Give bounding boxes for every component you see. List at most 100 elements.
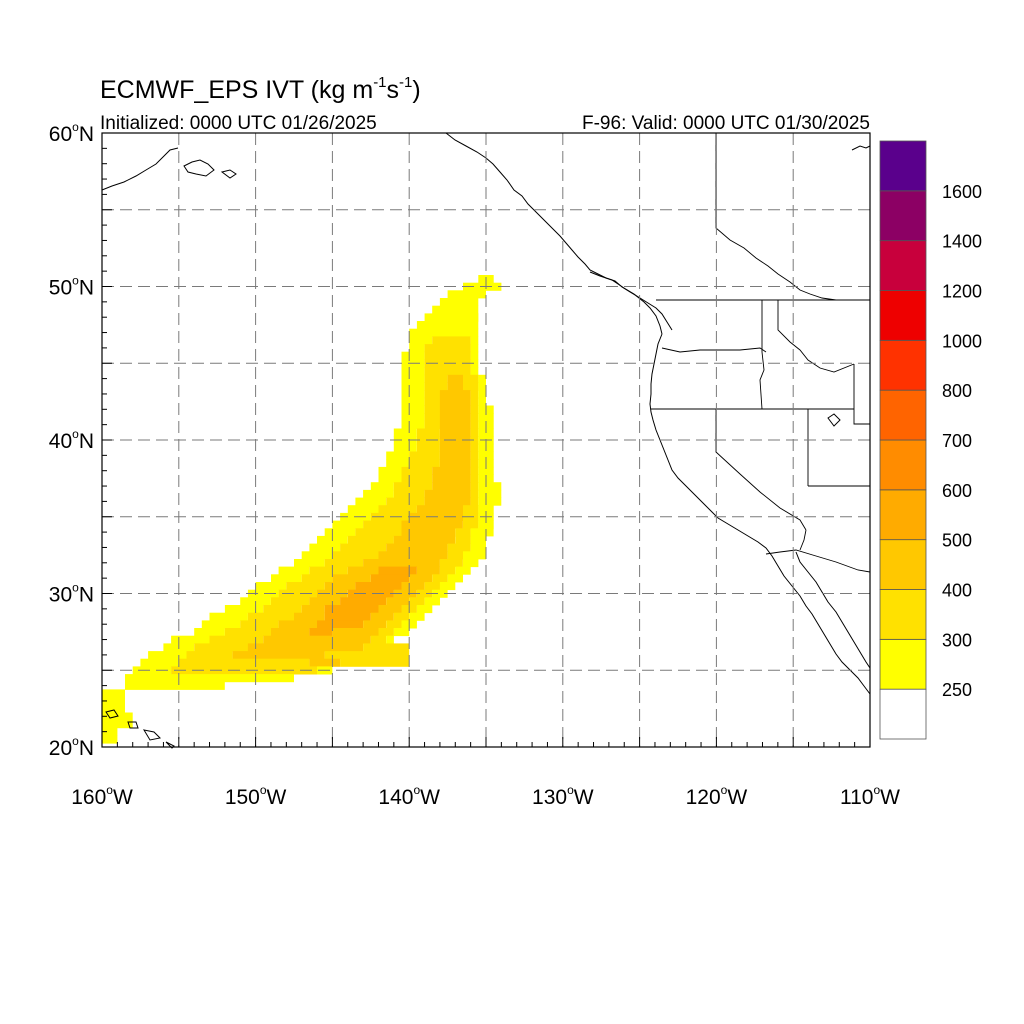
ivt-cell bbox=[470, 413, 479, 422]
ivt-cell bbox=[294, 559, 325, 568]
ivt-cell bbox=[463, 551, 486, 560]
ivt-cell bbox=[386, 543, 448, 552]
colorbar-box bbox=[879, 638, 927, 690]
ivt-cell bbox=[409, 451, 440, 460]
colorbar-box bbox=[879, 389, 927, 441]
ivt-cell bbox=[401, 466, 433, 475]
ivt-cell bbox=[224, 628, 271, 637]
colorbar-label: 1600 bbox=[942, 182, 982, 202]
ivt-cell bbox=[439, 405, 471, 414]
ivt-cell bbox=[478, 482, 502, 491]
ivt-cell bbox=[478, 397, 486, 406]
ivt-cell bbox=[439, 420, 471, 429]
ivt-colorbar: 250 300 400 500 600 700 800 1000 1200 1400 1600 bbox=[879, 140, 982, 740]
vancouver-island-coast bbox=[589, 271, 663, 335]
ivt-cell bbox=[424, 497, 471, 506]
ivt-cell bbox=[247, 612, 294, 621]
ivt-cell bbox=[347, 566, 379, 575]
ivt-cell bbox=[478, 497, 502, 506]
ivt-cell bbox=[171, 666, 317, 675]
ivt-cell bbox=[424, 582, 440, 591]
ivt-cell bbox=[393, 443, 417, 452]
ivt-cell bbox=[102, 727, 118, 736]
us-mexico-border bbox=[765, 549, 871, 573]
ivt-cell bbox=[432, 589, 448, 598]
ivt-cell bbox=[470, 451, 479, 460]
lat-tick-label: 30oN bbox=[49, 581, 94, 607]
colorbar-label: 500 bbox=[942, 531, 972, 551]
ivt-cell bbox=[470, 436, 479, 445]
hawaii-island-b bbox=[127, 721, 139, 729]
ivt-cell bbox=[409, 612, 425, 621]
ivt-cell bbox=[401, 405, 425, 414]
aleutian-island-b bbox=[220, 169, 237, 179]
ivt-cell bbox=[324, 605, 379, 614]
colorbar-label: 1400 bbox=[942, 232, 982, 252]
ivt-cell bbox=[370, 635, 387, 644]
ivt-cell bbox=[309, 658, 341, 667]
hawaii-island-c bbox=[142, 729, 162, 741]
colorbar-box bbox=[879, 290, 927, 341]
coastlines bbox=[101, 132, 871, 749]
ivt-cell bbox=[424, 351, 471, 360]
title-main: ECMWF_EPS IVT (kg m bbox=[100, 76, 373, 104]
colorbar-label: 300 bbox=[942, 630, 972, 650]
ivt-cell bbox=[401, 397, 425, 406]
ivt-cell bbox=[324, 612, 371, 621]
colorbar-label: 800 bbox=[942, 381, 972, 401]
ivt-cell bbox=[378, 474, 402, 483]
ivt-cell bbox=[409, 459, 440, 468]
ivt-cell bbox=[178, 658, 310, 667]
ivt-cell bbox=[332, 574, 371, 583]
ivt-cell bbox=[332, 520, 364, 529]
ivt-cell bbox=[424, 344, 471, 353]
channel-islands bbox=[827, 413, 841, 427]
alaska-bc-coast bbox=[445, 132, 673, 331]
ivt-cell bbox=[478, 413, 494, 422]
ivt-cell bbox=[393, 612, 410, 621]
ivt-cell bbox=[201, 620, 241, 629]
ivt-cell bbox=[470, 351, 479, 360]
map-panel: 60oN 50oN 40oN 30oN 20oN 160oW 150oW 140oW 130o… bbox=[49, 120, 900, 809]
ca-nv-border bbox=[715, 409, 807, 531]
ivt-cell bbox=[432, 305, 479, 314]
ivt-cell bbox=[340, 597, 387, 606]
ivt-cell bbox=[309, 628, 333, 637]
ivt-cell bbox=[247, 643, 364, 652]
lat-tick-label: 50oN bbox=[49, 274, 94, 300]
ivt-cell bbox=[455, 528, 471, 537]
ivt-cell bbox=[470, 420, 479, 429]
ivt-cell bbox=[439, 428, 471, 437]
aleutian-island-a bbox=[183, 159, 215, 177]
valid-time-label: F-96: Valid: 0000 UTC 01/30/2025 bbox=[582, 113, 870, 134]
ivt-cell bbox=[125, 674, 294, 683]
ivt-cell bbox=[247, 589, 279, 598]
ivt-cell bbox=[409, 328, 479, 337]
ivt-cell bbox=[194, 643, 248, 652]
colorbar-label: 1000 bbox=[942, 331, 982, 351]
ivt-cell bbox=[240, 620, 279, 629]
ivt-cell bbox=[439, 459, 471, 468]
ivt-cell bbox=[470, 489, 479, 498]
ivt-cell bbox=[463, 374, 479, 383]
ivt-cell bbox=[378, 551, 448, 560]
ivt-cell bbox=[424, 405, 440, 414]
ivt-cell bbox=[401, 528, 456, 537]
ivt-cell bbox=[401, 390, 425, 399]
ivt-cell bbox=[393, 535, 456, 544]
ivt-cell bbox=[317, 620, 364, 629]
ivt-cell bbox=[378, 466, 402, 475]
ivt-cell bbox=[363, 520, 402, 529]
ivt-cell bbox=[378, 505, 417, 514]
ivt-cell bbox=[271, 574, 302, 583]
ivt-cell bbox=[148, 651, 187, 660]
ivt-cell bbox=[455, 535, 471, 544]
ivt-cell bbox=[294, 612, 325, 621]
ivt-cell bbox=[393, 436, 417, 445]
title-mid: s bbox=[387, 76, 400, 104]
ivt-cell bbox=[447, 574, 463, 583]
ivt-cell bbox=[478, 374, 486, 383]
ivt-cell bbox=[278, 620, 317, 629]
ivt-cell bbox=[102, 689, 125, 698]
title-close: ) bbox=[412, 76, 420, 104]
